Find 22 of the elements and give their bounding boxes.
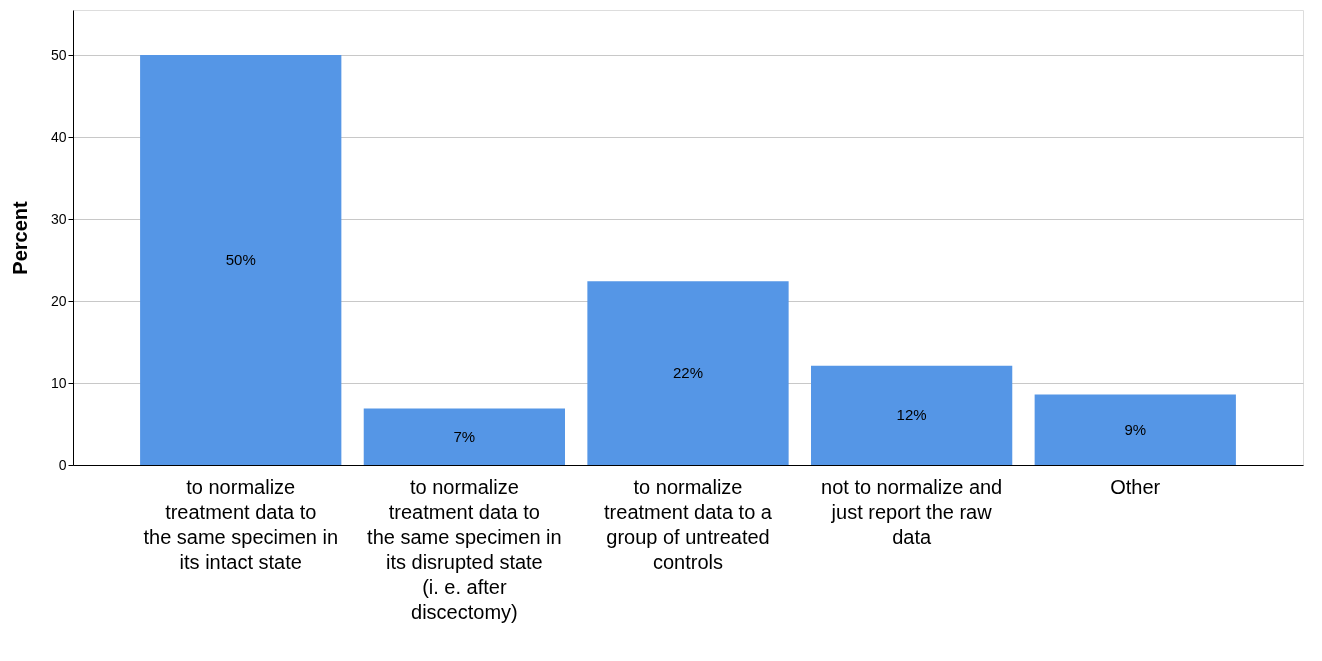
y-tick-label: 50 xyxy=(50,46,67,63)
y-tick-label: 10 xyxy=(50,374,67,391)
data-label: 12% xyxy=(896,406,927,424)
bar xyxy=(363,408,565,465)
data-label: 7% xyxy=(453,427,476,445)
bar xyxy=(811,365,1013,465)
x-tick-label: not to normalize and just report the raw data xyxy=(821,475,1003,548)
x-tick-label: to normalize treatment data to the same specimen in its intact state xyxy=(143,475,338,573)
x-tick-label: Other xyxy=(1110,475,1161,498)
bar xyxy=(1034,394,1236,465)
data-label: 50% xyxy=(225,251,256,269)
bar xyxy=(587,281,789,465)
y-tick-label: 40 xyxy=(50,128,67,145)
y-tick-label: 20 xyxy=(50,292,67,309)
y-tick-label: 0 xyxy=(58,456,67,473)
y-tick-label: 30 xyxy=(50,210,67,227)
y-axis-title: Percent xyxy=(8,200,31,275)
x-tick-label: to normalize treatment data to the same specimen in its disrupted state (i. e. after discectomy) xyxy=(367,475,562,623)
data-label: 22% xyxy=(672,364,704,382)
data-label: 9% xyxy=(1124,420,1147,438)
bar xyxy=(140,55,342,465)
x-tick-label: to normalize treatment data to a group of untreated controls xyxy=(604,475,773,573)
